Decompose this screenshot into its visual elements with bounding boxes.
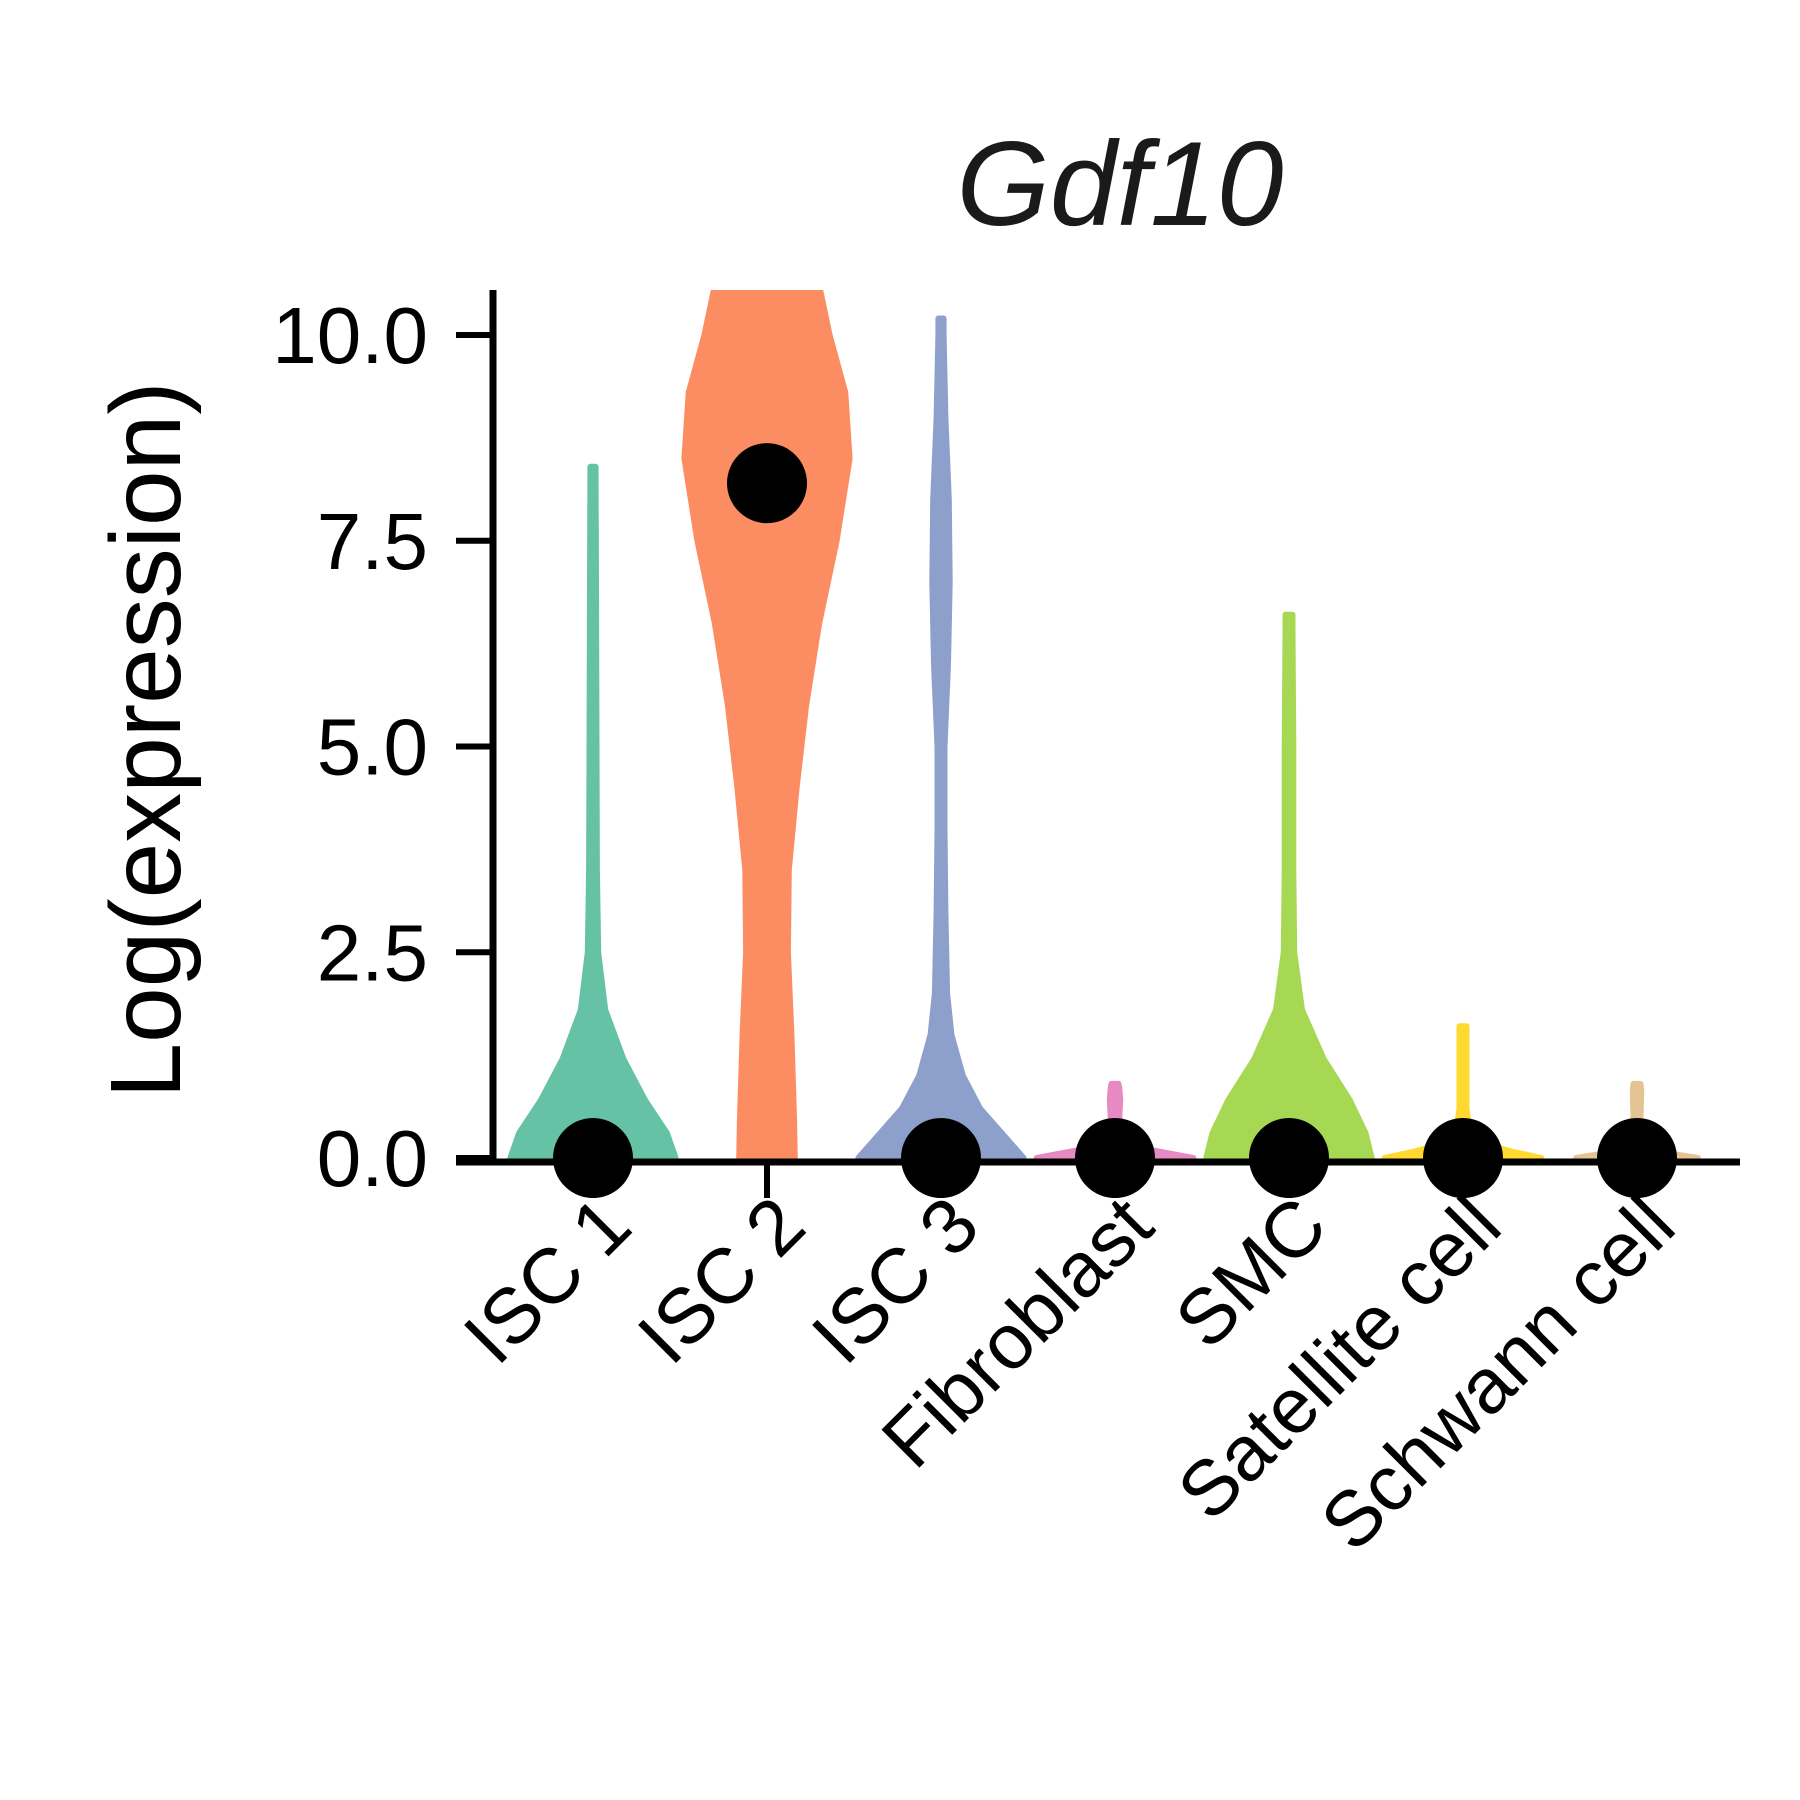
x-tick-label-isc-1: ISC 1 <box>447 1180 647 1380</box>
violin-isc-2 <box>681 290 853 1160</box>
y-tick-label: 7.5 <box>317 497 428 586</box>
violin-smc <box>1203 611 1375 1160</box>
y-ticks: 0.0 2.5 5.0 7.5 10.0 <box>272 291 493 1203</box>
chart-title: Gdf10 <box>957 117 1284 251</box>
median-point-isc-1 <box>553 1118 633 1198</box>
median-point-isc-3 <box>901 1118 981 1198</box>
median-point-smc <box>1249 1118 1329 1198</box>
violin-isc-3 <box>855 315 1027 1160</box>
y-tick-label: 0.0 <box>317 1114 428 1203</box>
y-tick-label: 10.0 <box>272 291 428 380</box>
median-point-fibroblast <box>1075 1118 1155 1198</box>
y-tick-label: 5.0 <box>317 703 428 792</box>
y-axis-label: Log(expression) <box>90 381 202 1098</box>
violin-isc-1 <box>507 463 679 1160</box>
median-point-isc-2 <box>727 443 807 524</box>
violins-layer <box>507 290 1701 1160</box>
x-tick-label-isc-2: ISC 2 <box>621 1180 821 1380</box>
medians-layer <box>553 443 1677 1198</box>
y-tick-label: 2.5 <box>317 908 428 997</box>
median-point-schwann-cell <box>1597 1118 1677 1198</box>
median-point-satellite-cell <box>1423 1118 1503 1198</box>
